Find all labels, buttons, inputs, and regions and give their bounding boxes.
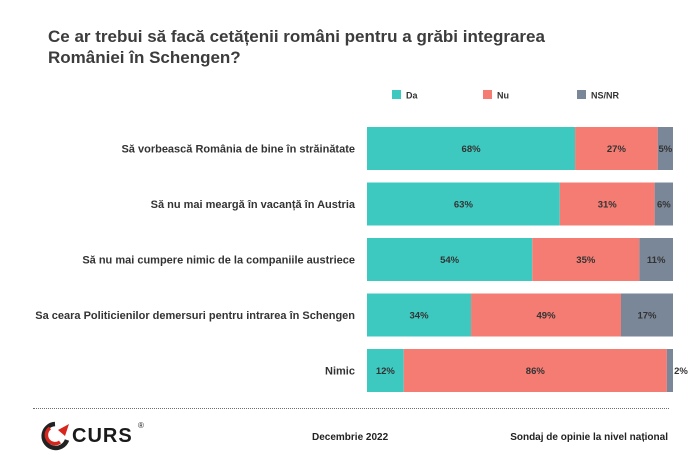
bar-da <box>367 349 404 392</box>
category-label: Să nu mai meargă în vacanță în Austria <box>151 199 356 211</box>
category-label: Să vorbească România de bine în străinăt… <box>121 144 355 156</box>
bar-ns-nr <box>620 293 673 337</box>
bar-ns-nr <box>654 182 673 226</box>
data-label-nu: 86% <box>526 366 546 377</box>
data-label-ns-nr: 11% <box>647 255 666 266</box>
category-label: Nimic <box>325 366 355 378</box>
data-label-da: 34% <box>410 311 430 322</box>
bar-nu <box>403 349 667 392</box>
data-label-nu: 31% <box>598 200 618 211</box>
bar-ns-nr <box>639 238 673 281</box>
data-label-nu: 49% <box>537 311 557 322</box>
data-label-nu: 27% <box>607 144 627 155</box>
bar-da <box>367 182 560 226</box>
bar-nu <box>471 293 621 337</box>
curs-logo-icon <box>41 421 70 451</box>
category-labels: Să vorbească România de bine în străinăt… <box>35 144 356 378</box>
stacked-bar-chart: Da Nu NS/NR Să vorbească România de bine î… <box>35 90 688 392</box>
footer-date: Decembrie 2022 <box>312 432 389 443</box>
data-label-nu: 35% <box>576 255 596 266</box>
bar-da <box>367 293 472 337</box>
data-label-da: 54% <box>440 255 460 266</box>
bar-ns-nr <box>657 127 673 170</box>
data-label-ns-nr: 5% <box>658 144 672 155</box>
logo-registered-mark: ® <box>138 421 144 430</box>
legend: Da Nu NS/NR <box>392 90 620 101</box>
data-label-da: 12% <box>376 366 396 377</box>
bar-da <box>367 238 533 281</box>
bar-ns-nr <box>666 349 673 392</box>
legend-label-da: Da <box>406 91 418 101</box>
footer-divider <box>33 408 669 409</box>
chart-title: Ce ar trebui să facă cetățenii români pe… <box>48 27 545 67</box>
data-label-ns-nr: 2% <box>674 366 688 377</box>
category-label: Sa ceara Politicienilor demersuri pentru… <box>35 310 355 322</box>
data-label-ns-nr: 6% <box>657 200 671 211</box>
data-label-ns-nr: 17% <box>637 311 657 322</box>
legend-swatch-da <box>392 90 401 99</box>
data-label-da: 63% <box>454 200 474 211</box>
legend-swatch-ns-nr <box>577 90 586 99</box>
data-label-da: 68% <box>462 144 482 155</box>
bar-nu <box>575 127 658 170</box>
legend-label-ns-nr: NS/NR <box>591 91 620 101</box>
legend-label-nu: Nu <box>497 91 509 101</box>
bars: 68% 27% 5% 63% 31% 6% 54% 35% 11% 34% 49% 17% 12% 86%… <box>367 127 688 392</box>
category-label: Să nu mai cumpere nimic de la companiile… <box>82 255 355 267</box>
legend-swatch-nu <box>483 90 492 99</box>
logo-text: CURS <box>72 425 133 447</box>
bar-da <box>367 127 576 170</box>
footer-source: Sondaj de opinie la nivel național <box>510 432 668 443</box>
bar-nu <box>559 182 655 226</box>
bar-nu <box>532 238 640 281</box>
